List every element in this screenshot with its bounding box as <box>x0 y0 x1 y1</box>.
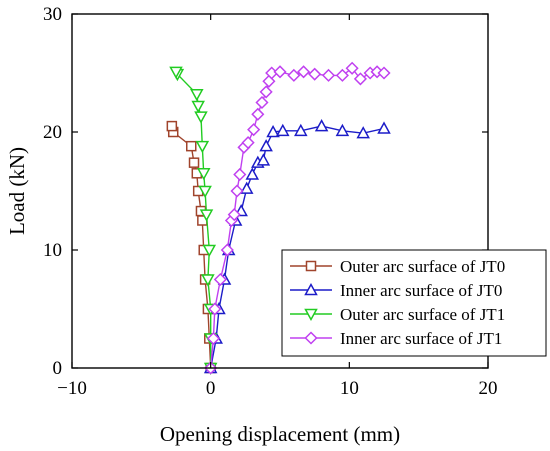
data-point <box>345 61 359 75</box>
data-point <box>202 244 217 258</box>
data-point <box>266 124 280 138</box>
data-point <box>199 209 214 222</box>
series-line <box>210 67 385 369</box>
x-tick-label: −10 <box>57 378 87 399</box>
data-point <box>213 272 227 287</box>
data-point <box>377 66 391 80</box>
y-tick-label: 0 <box>53 358 63 379</box>
data-point <box>245 167 260 180</box>
series-layer <box>166 61 391 376</box>
data-point <box>353 72 367 86</box>
legend-item: Inner arc surface of JT0 <box>290 281 502 300</box>
data-point <box>335 68 349 82</box>
data-point <box>356 126 370 139</box>
legend-marker <box>305 260 317 272</box>
data-point <box>247 123 261 137</box>
data-point <box>191 100 205 114</box>
data-point <box>206 331 221 346</box>
data-point <box>314 119 329 132</box>
legend-item: Outer arc surface of JT0 <box>290 257 505 276</box>
data-point <box>276 123 290 137</box>
x-tick-label: 0 <box>206 378 216 399</box>
data-point <box>287 68 301 82</box>
legend-marker <box>304 308 318 322</box>
x-tick-label: 20 <box>479 378 498 399</box>
data-point <box>294 123 308 137</box>
legend-marker <box>304 331 318 345</box>
data-point <box>227 208 241 222</box>
legend-label: Outer arc surface of JT0 <box>340 257 505 276</box>
y-tick-label: 20 <box>43 122 62 143</box>
legend-item: Outer arc surface of JT1 <box>290 305 505 324</box>
legend-label: Inner arc surface of JT1 <box>340 329 502 348</box>
data-point <box>335 123 350 137</box>
data-point <box>255 95 269 110</box>
y-tick-label: 10 <box>43 240 62 261</box>
legend-label: Inner arc surface of JT0 <box>340 281 502 300</box>
data-point <box>198 185 212 199</box>
data-point <box>259 85 273 99</box>
data-point <box>233 167 247 182</box>
data-point <box>166 120 178 132</box>
x-axis-label: Opening displacement (mm) <box>160 422 400 446</box>
series-4 <box>204 61 391 375</box>
legend-item: Inner arc surface of JT1 <box>290 329 502 348</box>
data-point <box>251 107 265 121</box>
data-point <box>297 65 311 79</box>
data-point <box>169 66 183 79</box>
data-point <box>190 88 204 102</box>
data-point <box>188 157 200 168</box>
data-point <box>259 139 273 152</box>
x-tick-label: 10 <box>340 378 359 399</box>
data-point <box>208 302 222 316</box>
data-point <box>201 274 215 287</box>
data-point <box>195 140 210 154</box>
data-point <box>230 184 244 198</box>
data-point <box>239 181 254 194</box>
data-point <box>186 140 197 152</box>
series-3 <box>169 66 218 376</box>
data-point <box>241 136 255 150</box>
y-tick-label: 30 <box>43 4 62 25</box>
data-point <box>194 111 208 124</box>
data-point <box>256 153 271 166</box>
legend: Outer arc surface of JT0 Inner arc surfac… <box>281 249 547 357</box>
data-point <box>308 67 322 81</box>
data-point <box>273 65 287 79</box>
data-point <box>220 243 234 257</box>
data-point <box>377 121 391 134</box>
plot-frame <box>71 13 489 369</box>
legend-label: Outer arc surface of JT1 <box>340 305 505 324</box>
y-axis-label: Load (kN) <box>5 147 29 235</box>
data-point <box>196 168 211 181</box>
data-point <box>321 68 336 82</box>
legend-marker <box>304 282 318 296</box>
